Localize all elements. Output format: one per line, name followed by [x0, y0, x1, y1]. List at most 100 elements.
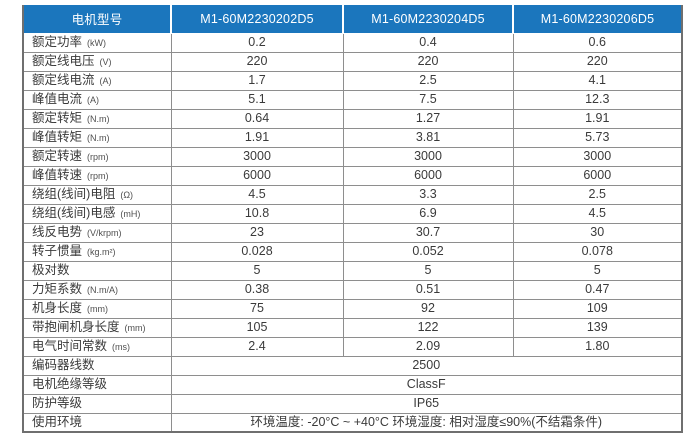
spec-label: 转子惯量 [32, 243, 83, 258]
spec-value: 2.09 [342, 336, 514, 357]
spec-label: 额定转矩 [32, 110, 83, 125]
spec-value: 4.5 [512, 203, 683, 224]
table-row-merged: 防护等级 IP65 [22, 393, 683, 414]
spec-label: 绕组(线间)电感 [32, 205, 116, 220]
spec-value: 6000 [170, 165, 344, 186]
spec-unit: (A) [87, 94, 100, 105]
spec-label: 机身长度 [32, 300, 83, 315]
header-row: 电机型号 M1-60M2230202D5 M1-60M2230204D5 M1-… [23, 5, 682, 33]
spec-value: 0.6 [512, 32, 683, 53]
spec-label: 编码器线数 [22, 355, 172, 376]
spec-value: 122 [342, 317, 514, 338]
table-row: 绕组(线间)电阻 (Ω) 4.5 3.3 2.5 [22, 184, 683, 205]
spec-label: 防护等级 [22, 393, 172, 414]
motor-spec-table-container: 电机型号 M1-60M2230202D5 M1-60M2230204D5 M1-… [22, 5, 683, 433]
spec-value: 5.73 [512, 127, 683, 148]
spec-value: 4.5 [170, 184, 344, 205]
spec-value: 75 [170, 298, 344, 319]
spec-value: 0.4 [342, 32, 514, 53]
table-row: 机身长度 (mm) 75 92 109 [22, 298, 683, 319]
spec-value: 3000 [170, 146, 344, 167]
spec-value: 1.91 [170, 127, 344, 148]
spec-label: 峰值电流 [32, 91, 83, 106]
spec-merged-value: 2500 [170, 355, 683, 376]
spec-label: 额定线电流 [32, 72, 95, 87]
spec-value: 2.5 [342, 70, 514, 91]
spec-value: 0.028 [170, 241, 344, 262]
spec-unit: (mm) [124, 322, 146, 333]
spec-value: 3.81 [342, 127, 514, 148]
spec-value: 1.80 [512, 336, 683, 357]
spec-unit: (kg.m²) [87, 246, 116, 257]
spec-value: 105 [170, 317, 344, 338]
table-row: 力矩系数 (N.m/A) 0.38 0.51 0.47 [22, 279, 683, 300]
spec-value: 139 [512, 317, 683, 338]
spec-value: 2.5 [512, 184, 683, 205]
spec-label: 峰值转矩 [32, 129, 83, 144]
table-row: 峰值电流 (A) 5.1 7.5 12.3 [22, 89, 683, 110]
spec-value: 3000 [512, 146, 683, 167]
spec-merged-value: 环境温度: -20°C ~ +40°C 环境湿度: 相对湿度≤90%(不结霜条件… [170, 412, 683, 433]
spec-value: 1.91 [512, 108, 683, 129]
table-row-merged: 使用环境 环境温度: -20°C ~ +40°C 环境湿度: 相对湿度≤90%(… [22, 412, 683, 433]
header-model-label: 电机型号 [23, 5, 171, 33]
spec-value: 5.1 [170, 89, 344, 110]
spec-value: 5 [170, 260, 344, 281]
spec-value: 1.27 [342, 108, 514, 129]
table-row: 额定功率 (kW) 0.2 0.4 0.6 [22, 32, 683, 53]
spec-value: 2.4 [170, 336, 344, 357]
spec-label: 使用环境 [22, 412, 172, 433]
spec-merged-value: ClassF [170, 374, 683, 395]
table-row: 额定转矩 (N.m) 0.64 1.27 1.91 [22, 108, 683, 129]
spec-value: 92 [342, 298, 514, 319]
table-row-merged: 电机绝缘等级 ClassF [22, 374, 683, 395]
table-row: 额定线电压 (V) 220 220 220 [22, 51, 683, 72]
spec-unit: (V) [99, 56, 112, 67]
spec-value: 0.2 [170, 32, 344, 53]
spec-value: 109 [512, 298, 683, 319]
spec-unit: (mm) [87, 303, 109, 314]
table-row-merged: 编码器线数 2500 [22, 355, 683, 376]
spec-unit: (ms) [112, 341, 131, 352]
header-model-2: M1-60M2230204D5 [342, 5, 513, 33]
spec-value: 23 [170, 222, 344, 243]
spec-label: 绕组(线间)电阻 [32, 186, 116, 201]
table-row: 转子惯量 (kg.m²) 0.028 0.052 0.078 [22, 241, 683, 262]
table-row: 电气时间常数 (ms) 2.4 2.09 1.80 [22, 336, 683, 357]
spec-label: 带抱闸机身长度 [32, 319, 120, 334]
spec-label: 额定功率 [32, 34, 83, 49]
spec-unit: (mH) [120, 208, 141, 219]
spec-value: 1.7 [170, 70, 344, 91]
spec-value: 220 [170, 51, 344, 72]
spec-label: 电机绝缘等级 [22, 374, 172, 395]
spec-value: 7.5 [342, 89, 514, 110]
spec-value: 10.8 [170, 203, 344, 224]
spec-value: 30.7 [342, 222, 514, 243]
spec-value: 220 [342, 51, 514, 72]
table-row: 极对数 5 5 5 [22, 260, 683, 281]
spec-value: 6000 [512, 165, 683, 186]
spec-value: 0.64 [170, 108, 344, 129]
spec-label: 额定线电压 [32, 53, 95, 68]
table-row: 额定线电流 (A) 1.7 2.5 4.1 [22, 70, 683, 91]
spec-label: 力矩系数 [32, 281, 83, 296]
table-row: 额定转速 (rpm) 3000 3000 3000 [22, 146, 683, 167]
spec-value: 3000 [342, 146, 514, 167]
table-row: 峰值转矩 (N.m) 1.91 3.81 5.73 [22, 127, 683, 148]
table-row: 峰值转速 (rpm) 6000 6000 6000 [22, 165, 683, 186]
spec-label: 极对数 [32, 262, 70, 277]
spec-value: 30 [512, 222, 683, 243]
spec-unit: (V/krpm) [87, 227, 122, 238]
spec-value: 0.47 [512, 279, 683, 300]
spec-value: 5 [342, 260, 514, 281]
spec-value: 0.052 [342, 241, 514, 262]
table-row: 线反电势 (V/krpm) 23 30.7 30 [22, 222, 683, 243]
spec-value: 5 [512, 260, 683, 281]
spec-unit: (kW) [87, 37, 107, 48]
header-model-1: M1-60M2230202D5 [170, 5, 343, 33]
spec-unit: (N.m) [87, 132, 110, 143]
spec-label: 线反电势 [32, 224, 83, 239]
spec-unit: (N.m/A) [87, 284, 119, 295]
motor-spec-table: 电机型号 M1-60M2230202D5 M1-60M2230204D5 M1-… [22, 5, 683, 433]
spec-merged-value: IP65 [170, 393, 683, 414]
